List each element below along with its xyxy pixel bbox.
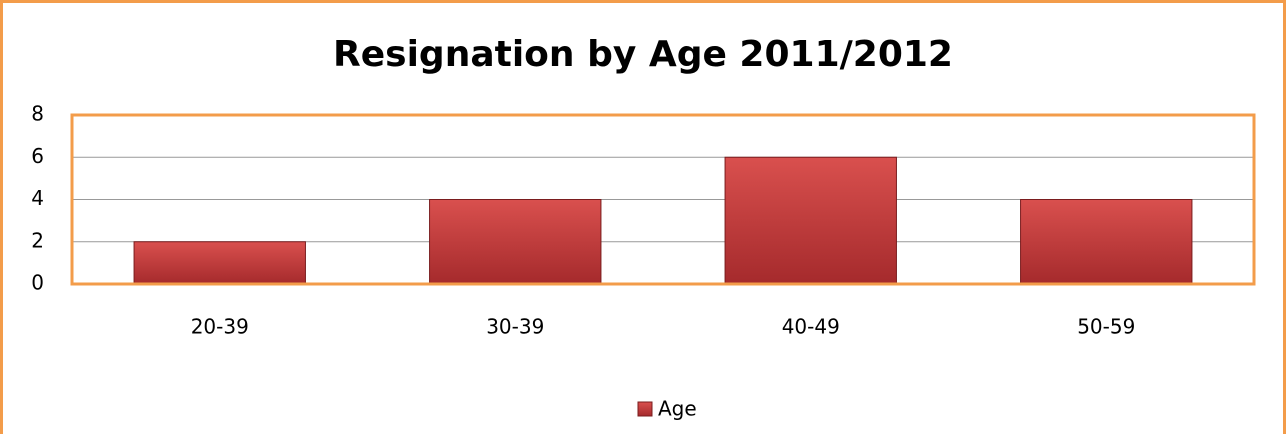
x-tick-label: 30-39 bbox=[486, 315, 544, 339]
plot-border bbox=[70, 113, 1256, 286]
y-tick-label: 2 bbox=[31, 228, 44, 252]
legend-swatch bbox=[637, 401, 653, 417]
bar bbox=[724, 156, 897, 285]
bar bbox=[429, 199, 602, 285]
x-tick-label: 20-39 bbox=[191, 315, 249, 339]
x-tick-label: 50-59 bbox=[1077, 315, 1135, 339]
y-tick-label: 8 bbox=[31, 102, 44, 126]
legend-label: Age bbox=[658, 397, 697, 421]
x-tick-label: 40-49 bbox=[782, 315, 840, 339]
bar bbox=[1020, 199, 1193, 285]
y-tick-label: 4 bbox=[31, 186, 44, 210]
bar bbox=[133, 241, 306, 285]
chart-title: Resignation by Age 2011/2012 bbox=[333, 34, 953, 75]
y-tick-label: 6 bbox=[31, 144, 44, 168]
y-tick-label: 0 bbox=[31, 271, 44, 295]
